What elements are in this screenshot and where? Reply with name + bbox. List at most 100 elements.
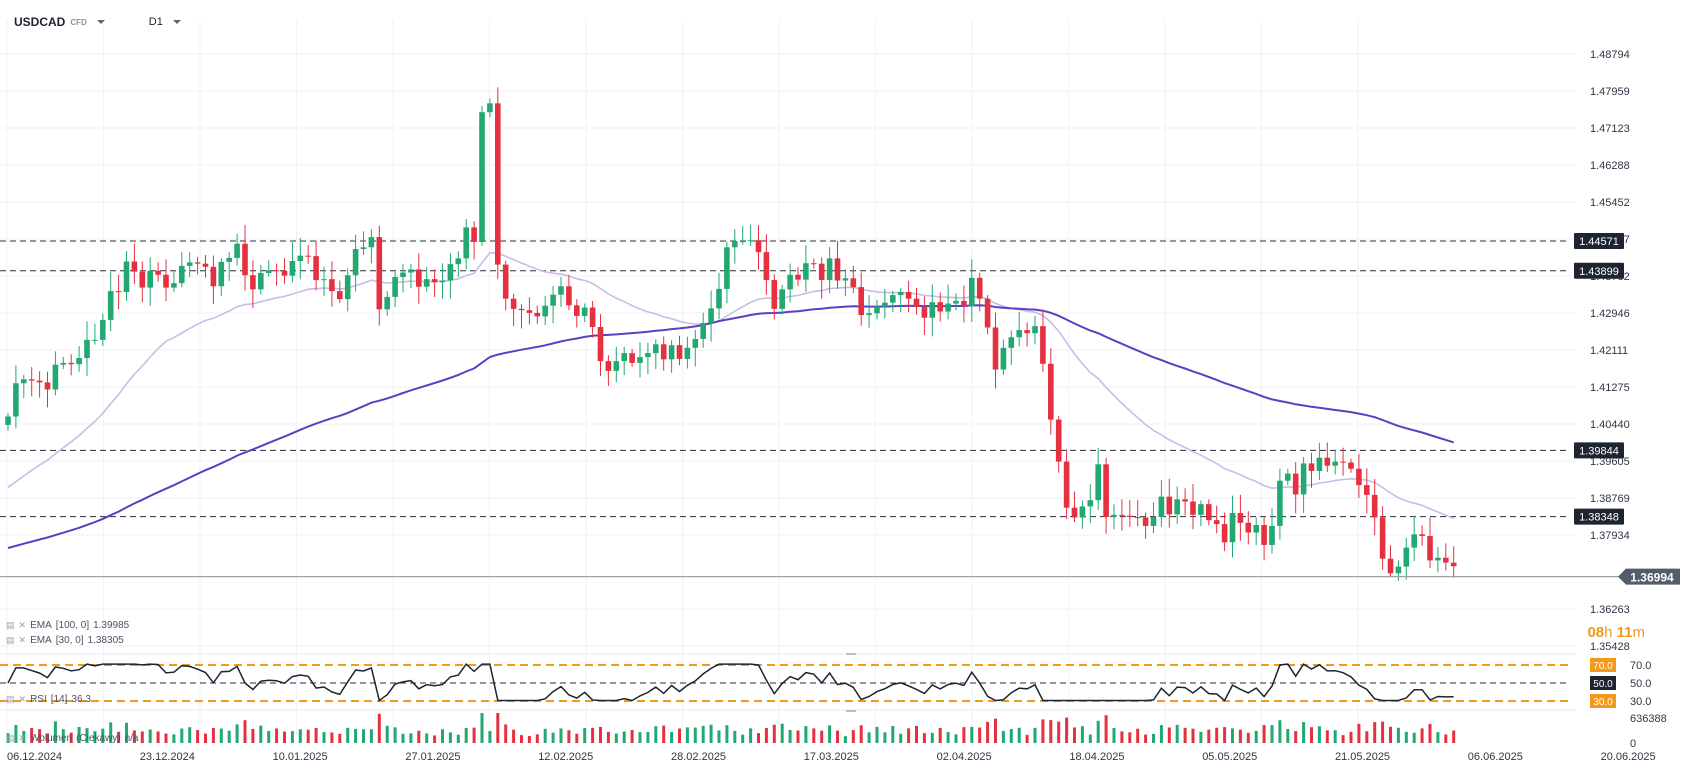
candle-up — [684, 347, 691, 359]
candle-down — [194, 262, 201, 264]
volume-bar — [1073, 727, 1076, 743]
volume-bar — [1207, 729, 1211, 743]
candle-up — [487, 103, 493, 113]
volume-bar — [851, 730, 855, 743]
volume-bar — [575, 733, 579, 743]
close-icon[interactable]: ✕ — [18, 620, 27, 630]
candle-down — [44, 382, 51, 390]
candle-up — [1229, 513, 1236, 543]
candle-up — [550, 294, 556, 306]
candle-up — [1277, 480, 1283, 526]
timeframe-selector[interactable]: D1 — [148, 16, 163, 28]
volume-bar — [796, 730, 800, 743]
volume-bar — [132, 730, 136, 743]
volume-bar — [551, 732, 555, 743]
candle-up — [297, 255, 304, 262]
volume-bar — [1199, 731, 1203, 743]
settings-icon[interactable]: ▤ — [6, 620, 15, 630]
candle-up — [1411, 534, 1417, 548]
rsi-name: RSI — [30, 694, 47, 705]
y-tick-label: 1.48794 — [1590, 49, 1630, 61]
candle-down — [1261, 524, 1267, 545]
close-icon[interactable]: ✕ — [18, 694, 27, 704]
candle-down — [526, 310, 533, 313]
x-tick-label: 10.01.2025 — [273, 751, 328, 763]
candles[interactable] — [5, 87, 1457, 581]
candle-up — [890, 295, 896, 303]
candle-down — [1134, 517, 1141, 519]
candle-down — [1119, 514, 1125, 516]
candle-up — [400, 272, 406, 277]
candle-down — [1166, 496, 1173, 515]
volume-bar — [820, 730, 824, 743]
candle-down — [1427, 536, 1433, 561]
time-axis[interactable]: 06.12.2024 23.12.2024 10.01.2025 27.01.2025… — [7, 751, 1656, 763]
candle-up — [716, 288, 722, 309]
candle-down — [763, 252, 770, 281]
timeframe-dropdown-icon[interactable] — [172, 20, 181, 24]
volume-bar — [251, 728, 255, 743]
candle-up — [1435, 557, 1441, 561]
rsi-axis-label: 30.0 — [1630, 696, 1651, 708]
candle-up — [265, 270, 272, 273]
candle-down — [755, 240, 762, 253]
candle-down — [202, 263, 209, 267]
candle-down — [976, 277, 983, 299]
volume-bar — [946, 732, 950, 743]
volume-bar — [662, 725, 666, 743]
candle-up — [1087, 500, 1094, 507]
volume-bar — [828, 725, 832, 743]
candle-up — [621, 353, 627, 362]
candle-up — [1174, 499, 1180, 515]
candle-up — [123, 261, 130, 293]
level-tag-label: 1.38348 — [1579, 512, 1619, 524]
settings-icon[interactable]: ▤ — [6, 733, 15, 743]
candle-up — [613, 361, 620, 371]
volume-value: n/a — [124, 733, 139, 744]
candle-down — [471, 227, 477, 242]
candle-up — [100, 319, 106, 340]
volume-bar — [1152, 733, 1155, 743]
candle-up — [60, 362, 67, 365]
candle-down — [1024, 330, 1030, 334]
horizontal-levels[interactable] — [0, 240, 1570, 518]
candle-down — [329, 279, 335, 292]
y-tick-label: 1.40440 — [1590, 419, 1630, 431]
x-tick-label: 23.12.2024 — [140, 751, 195, 763]
candle-up — [969, 277, 975, 307]
volume-bar — [978, 727, 982, 743]
volume-bar — [599, 726, 602, 743]
candle-up — [179, 265, 185, 284]
volume-bar — [393, 727, 397, 743]
volume-bar — [385, 725, 389, 743]
close-icon[interactable]: ✕ — [18, 733, 27, 743]
candle-up — [945, 303, 951, 312]
rsi-value: 36.3 — [71, 694, 91, 705]
candle-down — [250, 275, 256, 290]
candle-up — [866, 313, 872, 316]
candle-down — [1071, 507, 1078, 518]
rsi-line — [7, 662, 1454, 702]
close-icon[interactable]: ✕ — [18, 635, 27, 645]
y-tick-label: 1.47123 — [1590, 123, 1630, 135]
settings-icon[interactable]: ▤ — [6, 635, 15, 645]
price-axis[interactable]: 1.487941.479591.471231.462881.454521.446… — [1590, 49, 1630, 653]
candle-up — [653, 344, 659, 354]
candle-up — [447, 264, 454, 281]
volume-bar — [362, 729, 365, 743]
volume-bar — [1444, 734, 1448, 743]
settings-icon[interactable]: ▤ — [6, 694, 15, 704]
symbol-dropdown-icon[interactable] — [96, 20, 105, 24]
candle-up — [1079, 506, 1086, 518]
volume-bar — [1231, 728, 1234, 743]
volume-bar — [883, 732, 887, 743]
symbol-name[interactable]: USDCAD — [14, 15, 66, 29]
rsi-level-tag — [1590, 694, 1616, 708]
candle-down — [676, 345, 683, 359]
rsi-level-label: 30.0 — [1593, 697, 1613, 708]
volume-bar — [1238, 729, 1242, 743]
candle-up — [186, 262, 193, 266]
ema30-name: EMA — [30, 635, 52, 646]
volume-bar — [275, 728, 279, 743]
